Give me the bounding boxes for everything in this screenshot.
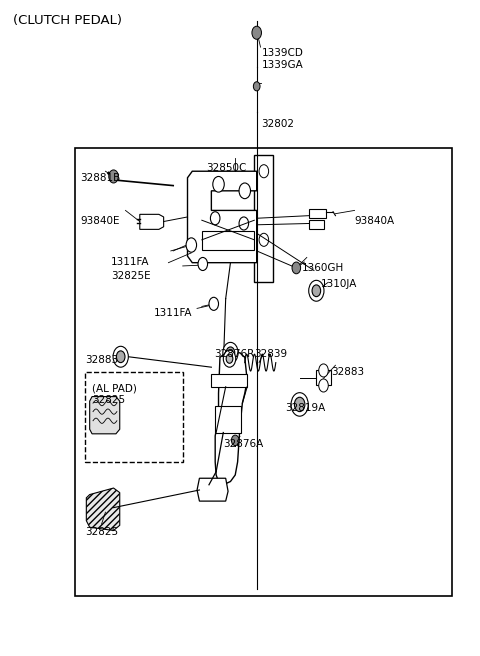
Text: 93840A: 93840A bbox=[355, 216, 395, 226]
Text: 32876R: 32876R bbox=[214, 349, 254, 359]
Polygon shape bbox=[316, 371, 331, 386]
Circle shape bbox=[294, 398, 305, 411]
Text: 1310JA: 1310JA bbox=[321, 279, 358, 289]
Bar bbox=[75, 148, 452, 596]
Text: 1339CD
1339GA: 1339CD 1339GA bbox=[262, 49, 303, 70]
Circle shape bbox=[292, 262, 300, 274]
Bar bbox=[215, 406, 241, 432]
Circle shape bbox=[113, 346, 128, 367]
Circle shape bbox=[226, 347, 235, 359]
Polygon shape bbox=[140, 215, 164, 230]
Text: 32883: 32883 bbox=[85, 356, 118, 365]
Circle shape bbox=[109, 170, 118, 183]
Text: 32883: 32883 bbox=[331, 367, 364, 377]
Polygon shape bbox=[309, 220, 324, 229]
Circle shape bbox=[252, 26, 262, 39]
Text: 32876A: 32876A bbox=[223, 439, 264, 449]
Circle shape bbox=[231, 435, 239, 445]
Circle shape bbox=[239, 217, 249, 230]
Text: 32819A: 32819A bbox=[285, 403, 325, 413]
Circle shape bbox=[309, 280, 324, 301]
Circle shape bbox=[319, 364, 328, 377]
Circle shape bbox=[291, 393, 308, 416]
Circle shape bbox=[319, 379, 328, 392]
Polygon shape bbox=[86, 488, 120, 531]
Circle shape bbox=[239, 183, 251, 199]
Circle shape bbox=[209, 297, 218, 310]
Text: 32839: 32839 bbox=[254, 349, 288, 359]
Text: 32825E: 32825E bbox=[111, 270, 151, 281]
Polygon shape bbox=[90, 397, 120, 434]
Polygon shape bbox=[309, 209, 326, 218]
Polygon shape bbox=[215, 353, 247, 485]
Polygon shape bbox=[188, 171, 257, 262]
Text: 32850C: 32850C bbox=[206, 163, 247, 173]
Text: 32802: 32802 bbox=[262, 119, 294, 129]
Circle shape bbox=[253, 82, 260, 91]
Text: 32881B: 32881B bbox=[80, 173, 120, 182]
Circle shape bbox=[116, 351, 125, 363]
Polygon shape bbox=[211, 374, 247, 387]
Text: 1311FA: 1311FA bbox=[154, 308, 192, 318]
Bar bbox=[85, 372, 183, 462]
Text: 1311FA: 1311FA bbox=[111, 257, 150, 268]
Text: 1360GH: 1360GH bbox=[302, 262, 344, 273]
Text: 93840E: 93840E bbox=[80, 216, 120, 226]
Polygon shape bbox=[197, 478, 228, 501]
Text: 32825: 32825 bbox=[85, 527, 118, 537]
Circle shape bbox=[186, 238, 197, 252]
Text: (CLUTCH PEDAL): (CLUTCH PEDAL) bbox=[13, 14, 122, 28]
Circle shape bbox=[223, 342, 238, 363]
Polygon shape bbox=[202, 232, 254, 250]
Bar bbox=[254, 155, 274, 282]
Circle shape bbox=[259, 165, 269, 178]
Circle shape bbox=[259, 234, 269, 247]
Circle shape bbox=[198, 257, 207, 270]
Circle shape bbox=[210, 212, 220, 225]
Circle shape bbox=[223, 350, 236, 367]
Text: (AL PAD)
32825: (AL PAD) 32825 bbox=[92, 384, 137, 405]
Circle shape bbox=[213, 176, 224, 192]
Circle shape bbox=[226, 354, 233, 363]
Circle shape bbox=[312, 285, 321, 297]
